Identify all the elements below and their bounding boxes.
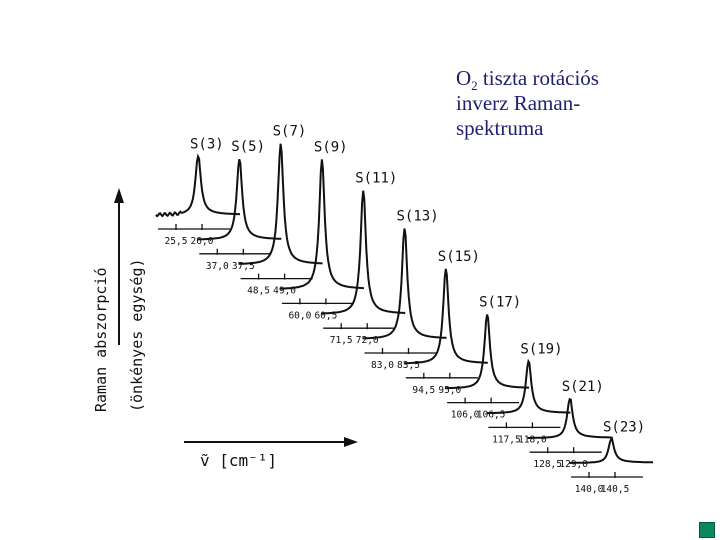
tick-label-6-0: 94,5: [412, 385, 435, 396]
spectrum-trace-4: [321, 190, 406, 315]
tick-label-2-1: 49,0: [273, 286, 296, 297]
chart-caption: O2 tiszta rotációs inverz Raman- spektru…: [456, 66, 696, 141]
caption-line-1: O2 tiszta rotációs: [456, 66, 696, 94]
caption-line-3: spektruma: [456, 116, 544, 140]
tick-label-1-1: 37,5: [232, 261, 255, 272]
y-axis-arrowhead: [114, 188, 124, 203]
peak-label-1: S(5): [231, 139, 265, 155]
tick-label-1-0: 37,0: [206, 261, 229, 272]
tick-label-10-1: 140,5: [601, 484, 630, 495]
tick-label-5-1: 83,5: [397, 360, 420, 371]
tick-label-6-1: 95,0: [438, 385, 461, 396]
tick-label-8-1: 118,0: [518, 434, 547, 445]
caption-rest: tiszta rotációs: [477, 66, 599, 90]
tick-label-4-0: 71,5: [330, 335, 353, 346]
spectrum-trace-10: [569, 436, 654, 464]
tick-label-4-1: 72,0: [356, 335, 379, 346]
x-axis-arrowhead: [344, 437, 358, 447]
y-axis-label-2: (önkényes egység): [128, 258, 146, 412]
spectrum-trace-8: [486, 358, 571, 415]
tick-label-8-0: 117,5: [492, 434, 521, 445]
tick-label-3-1: 60,5: [314, 310, 337, 321]
tick-label-7-0: 106,0: [451, 410, 480, 421]
next-slide-button[interactable]: [699, 522, 715, 538]
peak-label-7: S(17): [479, 295, 521, 311]
peak-label-0: S(3): [190, 137, 224, 153]
x-axis-label: ṽ [cm⁻¹]: [200, 451, 277, 470]
tick-label-9-1: 129,0: [559, 459, 588, 470]
spectrum-trace-3: [279, 159, 364, 290]
peak-label-4: S(11): [355, 171, 397, 187]
tick-label-9-0: 128,5: [533, 459, 562, 470]
spectrum-trace-7: [445, 314, 530, 390]
spectrum-trace-0: [155, 153, 241, 218]
peak-label-6: S(15): [438, 249, 480, 265]
spectrum-trace-9: [527, 397, 612, 439]
caption-o: O: [456, 66, 472, 90]
caption-subscript: 2: [471, 78, 478, 94]
tick-label-0-1: 26,0: [191, 236, 214, 247]
caption-line-2: inverz Raman-: [456, 91, 581, 115]
tick-label-7-1: 106,5: [477, 410, 506, 421]
tick-label-10-0: 140,0: [575, 484, 604, 495]
peak-label-3: S(9): [314, 139, 348, 155]
tick-label-5-0: 83,0: [371, 360, 394, 371]
tick-label-2-0: 48,5: [247, 286, 270, 297]
tick-label-3-0: 60,0: [288, 310, 311, 321]
peak-label-8: S(19): [520, 341, 562, 357]
spectrum-trace-1: [197, 158, 282, 241]
peak-label-9: S(21): [562, 379, 604, 395]
peak-label-5: S(13): [397, 209, 439, 225]
spectrum-trace-5: [362, 228, 447, 340]
spectrum-trace-6: [403, 268, 488, 365]
tick-label-0-0: 25,5: [165, 236, 188, 247]
peak-label-10: S(23): [603, 420, 645, 436]
peak-label-2: S(7): [273, 124, 307, 140]
spectrum-trace-2: [238, 143, 323, 265]
series-layer: 25,5 26,0 S(3) 37,0 37,5 S(5) 48,5 49,0 S(7) 60,0…: [155, 124, 654, 495]
y-axis-label-1: Raman abszorpció: [92, 268, 110, 413]
